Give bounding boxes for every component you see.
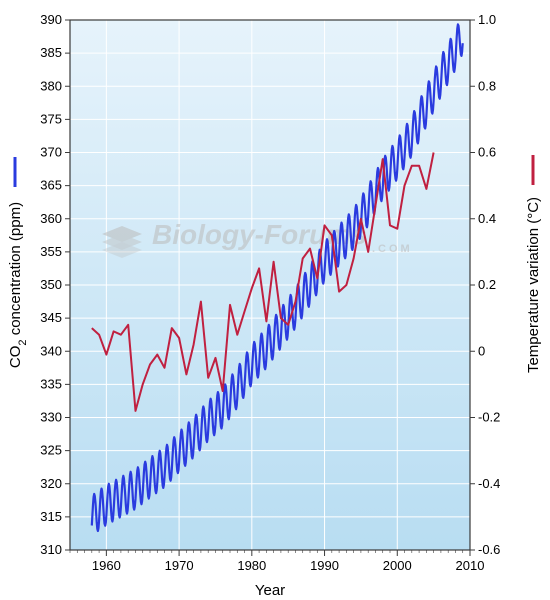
y-right-tick-label: 0.4 bbox=[478, 211, 496, 226]
y-left-tick-label: 355 bbox=[40, 244, 62, 259]
chart-svg: Biology-Forums.COM1960197019801990200020… bbox=[0, 0, 550, 600]
y-left-tick-label: 315 bbox=[40, 509, 62, 524]
x-tick-label: 2010 bbox=[456, 558, 485, 573]
y-left-tick-label: 340 bbox=[40, 343, 62, 358]
y-left-tick-label: 310 bbox=[40, 542, 62, 557]
y-left-tick-label: 320 bbox=[40, 476, 62, 491]
svg-text:Temperature variation (°C): Temperature variation (°C) bbox=[525, 197, 542, 373]
x-tick-label: 1970 bbox=[165, 558, 194, 573]
x-tick-label: 2000 bbox=[383, 558, 412, 573]
y-right-tick-label: 1.0 bbox=[478, 12, 496, 27]
x-axis-label: Year bbox=[255, 582, 285, 599]
y-right-tick-label: -0.2 bbox=[478, 410, 500, 425]
y-left-tick-label: 330 bbox=[40, 410, 62, 425]
x-tick-label: 1990 bbox=[310, 558, 339, 573]
y-left-tick-label: 345 bbox=[40, 310, 62, 325]
y-right-axis-label: Temperature variation (°C) bbox=[525, 155, 542, 373]
y-left-tick-label: 390 bbox=[40, 12, 62, 27]
y-left-tick-label: 380 bbox=[40, 78, 62, 93]
y-right-tick-label: 0.2 bbox=[478, 277, 496, 292]
y-left-tick-label: 360 bbox=[40, 211, 62, 226]
x-tick-label: 1960 bbox=[92, 558, 121, 573]
y-left-tick-label: 375 bbox=[40, 111, 62, 126]
y-right-tick-label: 0.8 bbox=[478, 78, 496, 93]
y-left-tick-label: 335 bbox=[40, 376, 62, 391]
y-left-axis-label: CO2 concentration (ppm) bbox=[7, 157, 29, 368]
co2-temperature-chart: Biology-Forums.COM1960197019801990200020… bbox=[0, 0, 550, 600]
y-left-tick-label: 365 bbox=[40, 178, 62, 193]
y-left-tick-label: 370 bbox=[40, 145, 62, 160]
y-left-tick-label: 325 bbox=[40, 443, 62, 458]
x-tick-label: 1980 bbox=[237, 558, 266, 573]
y-left-tick-label: 385 bbox=[40, 45, 62, 60]
y-right-tick-label: -0.4 bbox=[478, 476, 500, 491]
y-right-tick-label: -0.6 bbox=[478, 542, 500, 557]
y-right-tick-label: 0 bbox=[478, 343, 485, 358]
y-right-tick-label: 0.6 bbox=[478, 145, 496, 160]
svg-text:CO2 concentration (ppm): CO2 concentration (ppm) bbox=[7, 202, 29, 368]
y-left-tick-label: 350 bbox=[40, 277, 62, 292]
